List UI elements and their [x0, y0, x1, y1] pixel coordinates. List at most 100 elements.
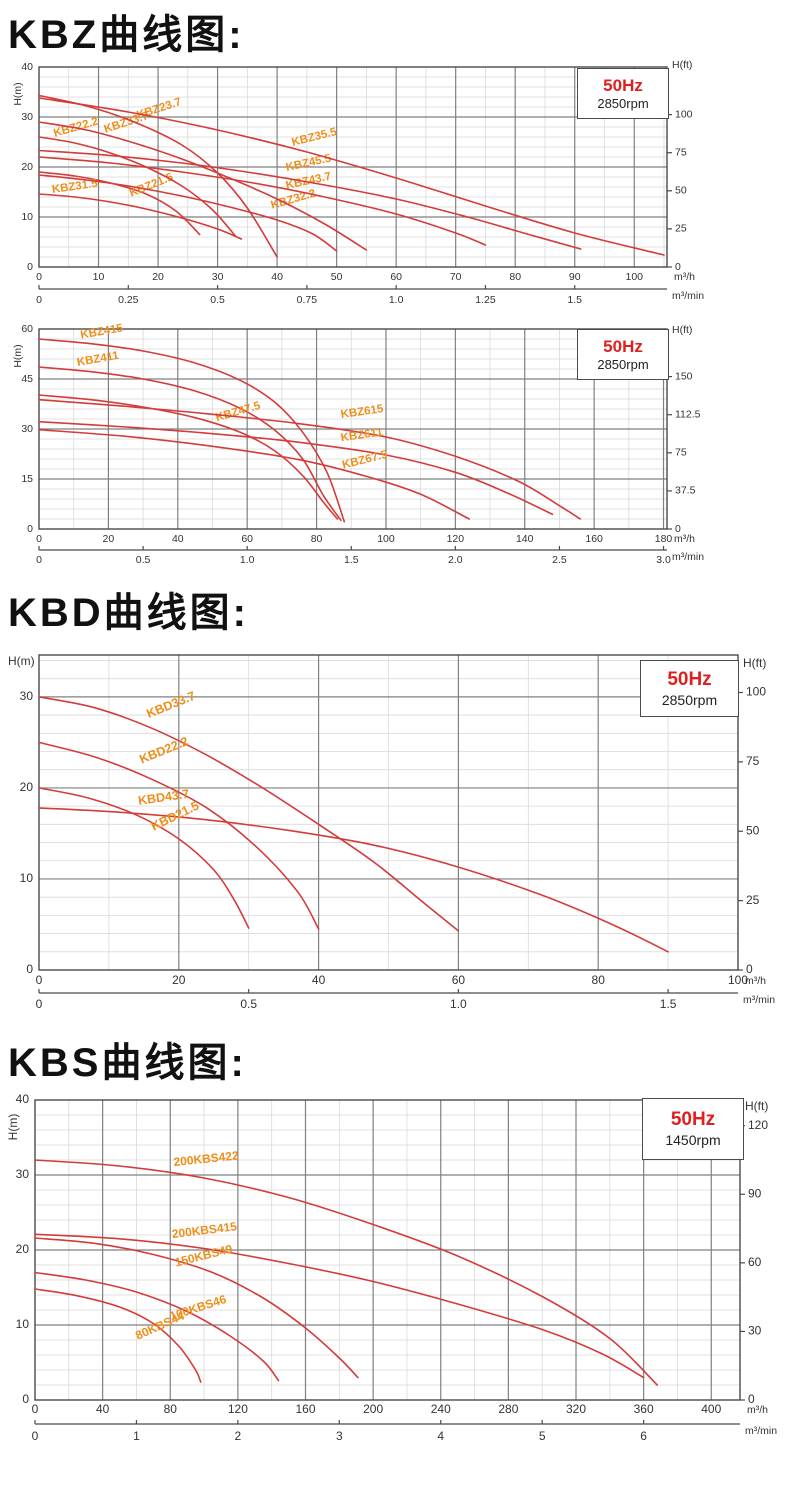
- tick-label: 30: [21, 111, 33, 123]
- tick-label: 20: [16, 1242, 30, 1256]
- tick-label: 15: [21, 473, 33, 485]
- series-label: 200KBS422: [173, 1148, 240, 1169]
- tick-label: 70: [450, 271, 462, 283]
- series-label: KBZ47.5: [214, 400, 262, 424]
- tick-label: 0: [36, 294, 42, 306]
- tick-label: 320: [566, 1402, 586, 1416]
- series-label: KBD22.2: [137, 734, 190, 766]
- tick-label: 3: [336, 1429, 343, 1443]
- tick-label: 0.25: [118, 294, 139, 306]
- tick-label: 50: [675, 185, 687, 197]
- kbd-section-title: KBD曲线图:: [8, 591, 249, 635]
- y-left-axis-label: H(m): [8, 654, 35, 668]
- tick-label: 37.5: [675, 485, 696, 497]
- y-left-axis-label: H(m): [12, 82, 24, 105]
- curve-KBZ611: [38, 420, 554, 516]
- tick-label: 3.0: [656, 554, 671, 566]
- rpm-label: 2850rpm: [597, 357, 649, 372]
- tick-label: 2.0: [448, 554, 463, 566]
- tick-label: 30: [21, 423, 33, 435]
- y-right-axis-label: H(ft): [672, 59, 692, 71]
- chart-kbs: 0 40 80 120 160 200 240 280 320 360 40001020304003…: [6, 1092, 777, 1443]
- tick-label: 0: [36, 271, 42, 283]
- frequency-badge-kbz-2: 50Hz 2850rpm: [577, 329, 669, 380]
- y-right-axis-label: H(ft): [672, 324, 692, 336]
- tick-label: 1.25: [475, 294, 496, 306]
- tick-label: 20: [21, 161, 33, 173]
- x-unit-secondary-label: m³/min: [745, 1425, 777, 1437]
- tick-label: 40: [21, 61, 33, 73]
- series-label: KBD33.7: [144, 689, 197, 721]
- curve-KBZ43.7: [38, 156, 487, 246]
- tick-label: 10: [20, 871, 34, 885]
- frequency-label: 50Hz: [670, 1109, 716, 1131]
- curve-KBZ21.5: [38, 171, 201, 236]
- kbs-section-title: KBS曲线图:: [8, 1041, 247, 1085]
- curve-KBZ32.2: [38, 174, 338, 252]
- curve-KBD33.7: [38, 696, 460, 932]
- tick-label: 75: [675, 146, 687, 158]
- curve-KBZ411: [38, 366, 342, 522]
- tick-label: 0: [36, 973, 43, 987]
- x-unit-secondary-label: m³/min: [672, 551, 704, 563]
- x-unit-primary-label: m³/h: [674, 271, 695, 283]
- tick-label: 0: [36, 997, 43, 1011]
- curve-150KBS49: [34, 1237, 359, 1379]
- tick-label: 6: [640, 1429, 647, 1443]
- tick-label: 60: [748, 1255, 762, 1269]
- x-unit-primary-label: m³/h: [747, 1404, 768, 1416]
- frequency-badge-kbs: 50Hz 1450rpm: [642, 1098, 744, 1160]
- tick-label: 100: [377, 533, 395, 545]
- tick-label: 160: [295, 1402, 315, 1416]
- x-unit-secondary-label: m³/min: [672, 290, 704, 302]
- tick-label: 150: [675, 370, 693, 382]
- tick-label: 75: [675, 447, 687, 459]
- tick-label: 2.5: [552, 554, 567, 566]
- curve-KBZ67.5: [38, 428, 470, 520]
- tick-label: 140: [516, 533, 534, 545]
- curve-200KBS415: [34, 1233, 645, 1379]
- tick-label: 60: [241, 533, 253, 545]
- tick-label: 100: [675, 108, 693, 120]
- tick-label: 50: [331, 271, 343, 283]
- tick-label: 75: [746, 754, 760, 768]
- tick-label: 0: [675, 523, 681, 535]
- rpm-label: 2850rpm: [597, 96, 649, 111]
- tick-label: 100: [746, 685, 766, 699]
- curve-KBZ35.5: [38, 97, 665, 256]
- tick-label: 0: [32, 1429, 39, 1443]
- tick-label: 1.5: [344, 554, 359, 566]
- frequency-badge-kbz-1: 50Hz 2850rpm: [577, 68, 669, 119]
- tick-label: 4: [437, 1429, 444, 1443]
- tick-label: 2: [235, 1429, 242, 1443]
- tick-label: 1.0: [389, 294, 404, 306]
- curve-KBZ33.7: [38, 121, 368, 251]
- tick-label: 0.5: [240, 997, 257, 1011]
- tick-label: 1.0: [240, 554, 255, 566]
- tick-label: 5: [539, 1429, 546, 1443]
- curve-KBZ415: [38, 338, 346, 523]
- y-right-axis-label: H(ft): [745, 1099, 768, 1113]
- rpm-label: 1450rpm: [665, 1132, 721, 1149]
- tick-label: 0: [675, 261, 681, 273]
- tick-label: 80: [311, 533, 323, 545]
- tick-label: 0: [748, 1392, 755, 1406]
- tick-label: 40: [172, 533, 184, 545]
- tick-label: 10: [93, 271, 105, 283]
- tick-label: 0: [27, 261, 33, 273]
- tick-label: 120: [748, 1118, 768, 1132]
- series-label: KBZ615: [340, 403, 385, 421]
- tick-label: 90: [748, 1186, 762, 1200]
- curve-200KBS422: [34, 1159, 658, 1386]
- tick-label: 60: [21, 323, 33, 335]
- tick-label: 30: [212, 271, 224, 283]
- curve-KBD22.2: [38, 741, 320, 930]
- tick-label: 0: [746, 962, 753, 976]
- tick-label: 120: [447, 533, 465, 545]
- tick-label: 10: [16, 1317, 30, 1331]
- rpm-label: 2850rpm: [661, 691, 718, 708]
- tick-label: 0.5: [210, 294, 225, 306]
- tick-label: 45: [21, 373, 33, 385]
- tick-label: 360: [634, 1402, 654, 1416]
